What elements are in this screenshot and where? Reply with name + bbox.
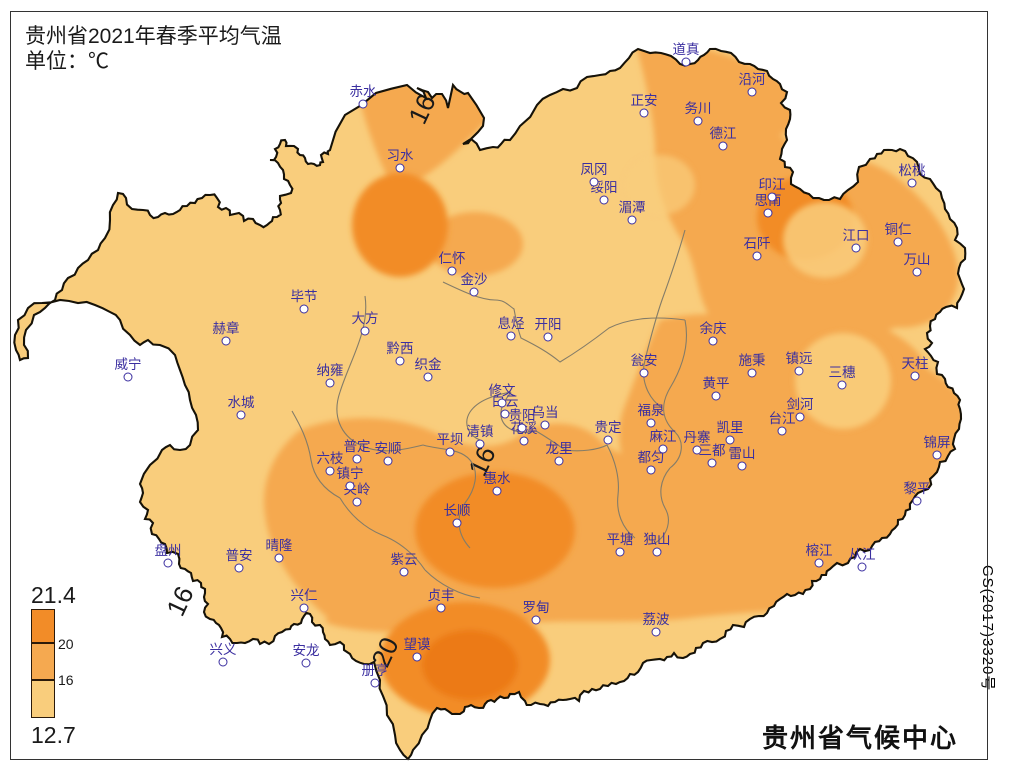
svg-text:16: 16 (160, 582, 199, 621)
